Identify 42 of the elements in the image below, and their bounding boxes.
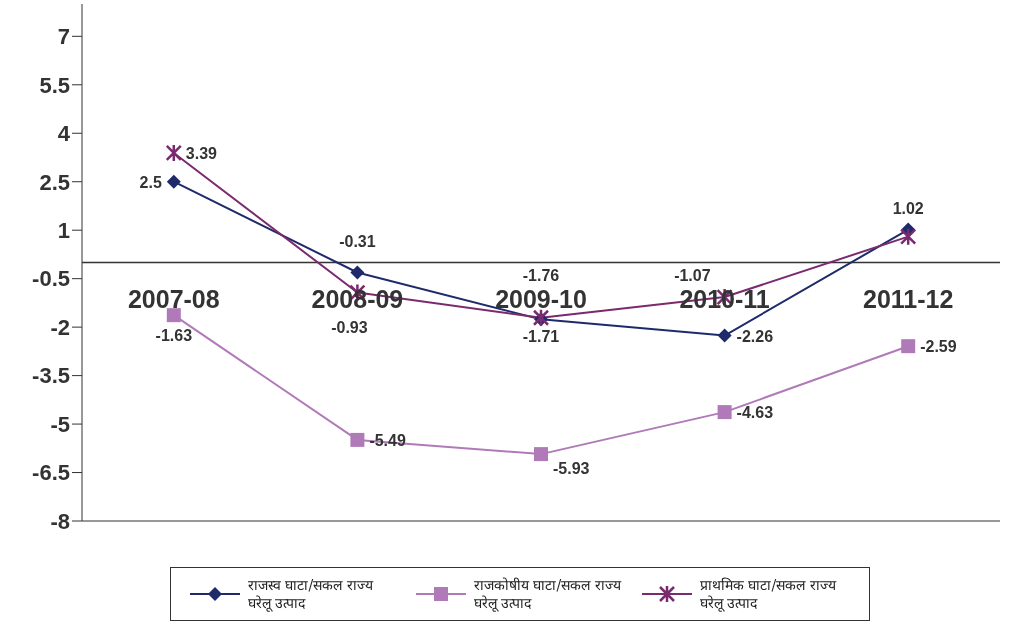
data-label: -1.76 [522, 267, 560, 285]
y-tick-label: -2 [50, 314, 70, 340]
data-label: -1.63 [155, 327, 193, 345]
data-label: 1.02 [892, 199, 924, 217]
data-label: 2.5 [139, 173, 162, 191]
data-label: -5.93 [553, 460, 590, 478]
y-tick-label: -0.5 [32, 266, 70, 292]
point [717, 405, 732, 420]
point [166, 174, 181, 189]
point [534, 447, 548, 462]
point [901, 339, 916, 354]
point [717, 328, 732, 343]
point [350, 265, 365, 280]
legend-label: प्राथमिक घाटा/सकल राज्य घरेलू उत्पाद [700, 576, 838, 612]
y-tick-label: -3.5 [32, 363, 70, 389]
data-label: -0.31 [339, 232, 376, 250]
data-label: -1.07 [674, 267, 711, 285]
legend-label: राजस्व घाटा/सकल राज्य घरेलू उत्पाद [248, 576, 375, 612]
data-label: -1.71 [522, 327, 560, 345]
y-tick-label: -6.5 [32, 460, 70, 486]
data-label: 3.39 [185, 144, 218, 162]
y-tick-label: 7 [57, 24, 70, 50]
data-label: -2.26 [736, 327, 774, 345]
y-tick-label: 5.5 [39, 72, 70, 98]
x-tick-label: 2011-12 [863, 284, 954, 313]
y-tick-label: -8 [50, 508, 70, 534]
point [166, 308, 181, 323]
y-tick-label: 4 [57, 121, 71, 147]
y-tick-label: 2.5 [39, 169, 70, 195]
point [532, 308, 550, 327]
data-label: -2.59 [920, 338, 957, 356]
point [165, 143, 183, 163]
y-tick-label: 1 [57, 218, 70, 243]
x-tick-label: 2008-09 [311, 284, 404, 313]
x-tick-label: 2009-10 [495, 284, 587, 313]
point [350, 432, 365, 447]
point [899, 227, 917, 246]
data-label: -0.93 [331, 318, 368, 336]
y-tick-label: -5 [50, 411, 70, 437]
data-label: -4.63 [736, 404, 774, 422]
x-tick-label: 2007-08 [127, 284, 220, 313]
legend-label: राजकोषीय घाटा/सकल राज्य घरेलू उत्पाद [474, 576, 623, 612]
